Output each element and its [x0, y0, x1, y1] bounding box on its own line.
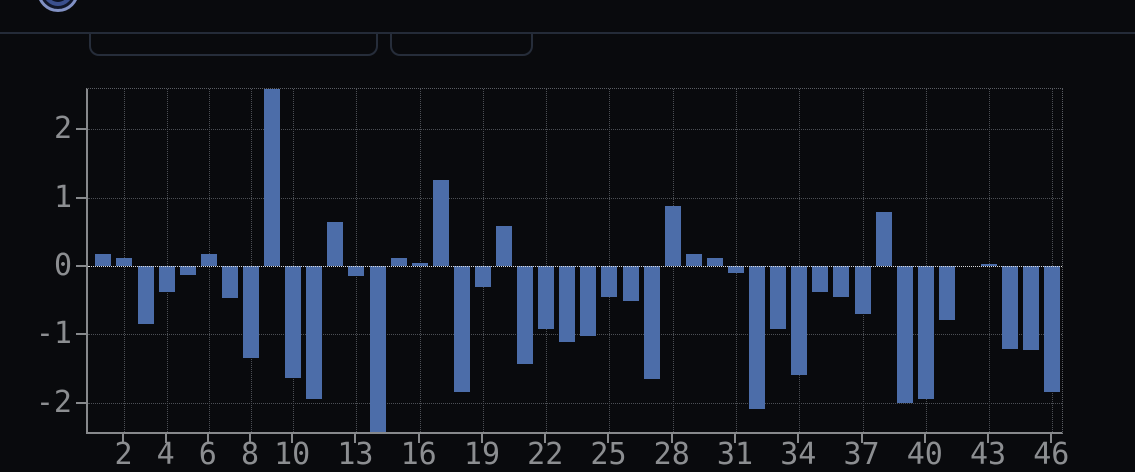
- y-tick-label: -1: [35, 316, 72, 352]
- x-tick: [607, 433, 610, 443]
- gridline-vertical: [989, 89, 991, 432]
- bar: [453, 265, 470, 392]
- bar: [875, 211, 892, 266]
- gridline-vertical: [1052, 89, 1054, 432]
- gridline-vertical: [735, 89, 737, 432]
- bar: [559, 265, 576, 343]
- x-tick: [206, 433, 209, 443]
- x-tick: [480, 433, 483, 443]
- bar: [158, 265, 175, 292]
- x-tick: [987, 433, 990, 443]
- bar: [1044, 265, 1061, 393]
- gridline-horizontal: [88, 129, 1062, 131]
- y-tick: [76, 333, 86, 336]
- chart-region: 2 1 0 -1 -2 2 4 6 8 10 13 16 19 22 25 28 31 34 37 40 43 46: [35, 88, 1069, 470]
- bar: [221, 265, 238, 299]
- x-tick: [797, 433, 800, 443]
- bar: [200, 253, 217, 266]
- gridline-vertical: [419, 89, 421, 432]
- bar: [854, 265, 871, 315]
- bar: [1023, 265, 1040, 350]
- x-tick: [164, 433, 167, 443]
- bar: [770, 265, 787, 329]
- bar: [116, 257, 133, 266]
- y-tick: [76, 264, 86, 267]
- y-tick-label: 1: [53, 179, 72, 215]
- bar: [369, 265, 386, 432]
- bar: [791, 265, 808, 375]
- bar: [264, 89, 281, 266]
- bar: [749, 265, 766, 409]
- bar: [938, 265, 955, 320]
- gridline-horizontal: [88, 402, 1062, 404]
- x-tick: [860, 433, 863, 443]
- bar: [1002, 265, 1019, 350]
- x-tick: [1050, 433, 1053, 443]
- bar: [664, 205, 681, 266]
- bar: [896, 265, 913, 404]
- gridline-vertical: [251, 89, 252, 432]
- gridline-vertical: [356, 89, 358, 432]
- plot-area: [86, 88, 1063, 434]
- bar: [706, 257, 723, 266]
- bar: [643, 265, 660, 380]
- header-divider: [0, 32, 1135, 34]
- y-tick: [76, 401, 86, 404]
- bar: [517, 265, 534, 365]
- bar: [622, 265, 639, 302]
- gridline-vertical: [862, 89, 864, 432]
- bar: [390, 257, 407, 266]
- top-bar: [0, 0, 1135, 60]
- y-tick: [76, 196, 86, 199]
- gridline-vertical: [166, 89, 168, 432]
- zero-line: [88, 265, 1062, 267]
- x-tick: [733, 433, 736, 443]
- bar: [179, 265, 196, 275]
- gridline-vertical: [546, 89, 548, 432]
- bar: [411, 262, 428, 266]
- bar: [917, 265, 934, 400]
- gridline-vertical: [482, 89, 484, 432]
- bar: [285, 265, 302, 378]
- pill-control-left[interactable]: [89, 34, 378, 56]
- bar: [496, 225, 513, 266]
- bar: [812, 265, 829, 292]
- x-tick-label: 46: [1033, 437, 1070, 472]
- bar: [327, 222, 344, 266]
- x-tick: [670, 433, 673, 443]
- bar: [474, 265, 491, 288]
- gridline-horizontal: [88, 197, 1062, 199]
- x-tick: [122, 433, 125, 443]
- pill-control-right[interactable]: [390, 34, 533, 56]
- bar: [95, 253, 112, 266]
- gridline-vertical: [609, 89, 611, 432]
- x-tick: [417, 433, 420, 443]
- bar: [538, 265, 555, 329]
- y-tick: [76, 128, 86, 131]
- bar: [432, 179, 449, 266]
- gridline-vertical: [799, 89, 801, 432]
- bar: [727, 265, 744, 274]
- bar: [580, 265, 597, 337]
- bar: [137, 265, 154, 325]
- x-tick: [354, 433, 357, 443]
- y-tick-label: -2: [35, 384, 72, 420]
- bar: [306, 265, 323, 400]
- bar: [243, 265, 259, 359]
- x-tick: [923, 433, 926, 443]
- x-tick: [249, 433, 251, 443]
- x-tick: [544, 433, 547, 443]
- bar: [981, 263, 998, 266]
- bar: [601, 265, 618, 297]
- bar: [685, 253, 702, 266]
- bar: [348, 265, 365, 276]
- y-tick-label: 2: [53, 111, 72, 147]
- bar: [833, 265, 850, 297]
- x-tick: [291, 433, 294, 443]
- gridline-vertical: [293, 89, 295, 432]
- y-tick-label: 0: [53, 247, 72, 283]
- gridline-vertical: [925, 89, 927, 432]
